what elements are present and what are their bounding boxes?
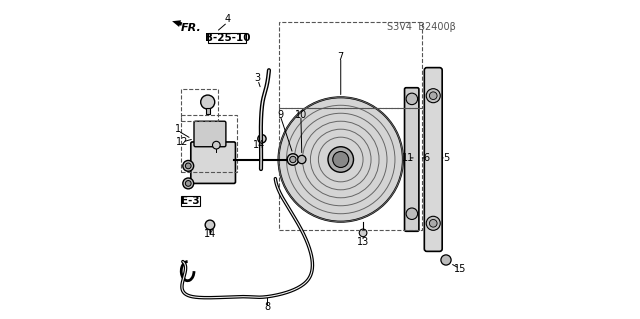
- FancyBboxPatch shape: [191, 142, 236, 183]
- Text: 13: 13: [357, 237, 369, 248]
- Text: 3: 3: [255, 73, 261, 83]
- Circle shape: [429, 219, 437, 227]
- Circle shape: [406, 208, 418, 219]
- Circle shape: [290, 156, 296, 163]
- Circle shape: [298, 155, 306, 164]
- Circle shape: [429, 92, 437, 100]
- Circle shape: [258, 135, 266, 143]
- Text: 1: 1: [175, 124, 181, 134]
- Text: 12: 12: [176, 137, 188, 147]
- Text: S3V4  B2400β: S3V4 B2400β: [387, 22, 456, 32]
- FancyBboxPatch shape: [424, 68, 442, 251]
- Circle shape: [441, 255, 451, 265]
- Text: 6: 6: [424, 153, 430, 163]
- Text: E-3: E-3: [181, 196, 200, 206]
- Circle shape: [426, 216, 440, 230]
- Circle shape: [183, 178, 194, 189]
- Circle shape: [212, 141, 220, 149]
- Text: 11: 11: [402, 153, 414, 163]
- Circle shape: [333, 152, 349, 167]
- Text: 8: 8: [264, 302, 271, 312]
- FancyBboxPatch shape: [404, 88, 419, 231]
- Circle shape: [205, 220, 215, 230]
- FancyBboxPatch shape: [194, 121, 226, 147]
- Text: 14: 14: [204, 229, 216, 240]
- Text: 14: 14: [253, 140, 265, 150]
- Text: FR.: FR.: [180, 23, 202, 33]
- Text: 5: 5: [443, 153, 449, 163]
- Circle shape: [278, 97, 403, 222]
- Circle shape: [406, 93, 418, 105]
- Text: 9: 9: [277, 110, 283, 120]
- Text: 7: 7: [338, 52, 344, 63]
- Text: 4: 4: [225, 14, 230, 24]
- Text: 15: 15: [454, 263, 466, 274]
- Text: 10: 10: [295, 110, 307, 120]
- Circle shape: [359, 229, 367, 237]
- FancyArrowPatch shape: [172, 20, 182, 27]
- Circle shape: [426, 89, 440, 103]
- Circle shape: [183, 160, 194, 171]
- Circle shape: [186, 181, 191, 186]
- Circle shape: [287, 154, 299, 165]
- Text: B-25-10: B-25-10: [205, 33, 250, 43]
- Bar: [206, 108, 210, 114]
- Circle shape: [201, 95, 215, 109]
- Circle shape: [328, 147, 353, 172]
- Circle shape: [186, 163, 191, 169]
